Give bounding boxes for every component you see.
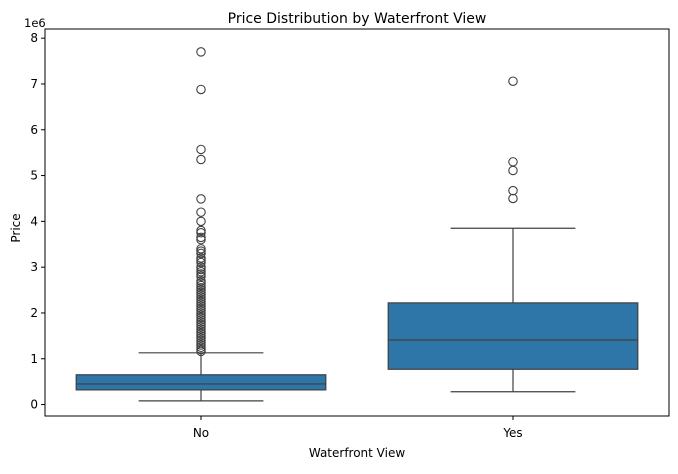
y-axis-label: Price — [9, 213, 23, 242]
outlier-point — [196, 271, 206, 282]
outlier-point — [196, 326, 206, 337]
outlier-point — [196, 278, 206, 288]
outlier-point — [196, 232, 206, 243]
outlier-point — [196, 276, 206, 286]
outlier-point — [196, 315, 206, 325]
y-tick-label: 1 — [30, 352, 38, 366]
x-tick-label: No — [193, 426, 209, 440]
outlier-point — [196, 228, 206, 238]
outlier-point — [196, 342, 206, 353]
plot-frame — [44, 28, 670, 417]
outlier-point — [196, 317, 206, 327]
outlier-point — [196, 299, 206, 309]
outlier-point — [196, 234, 206, 245]
outlier-point — [196, 308, 206, 318]
outlier-point — [508, 157, 518, 167]
outlier-point — [196, 264, 206, 275]
outlier-point — [196, 292, 206, 302]
y-tick-label: 6 — [30, 123, 38, 137]
outlier-point — [196, 266, 206, 277]
outlier-point — [196, 287, 206, 298]
outlier-point — [196, 301, 206, 311]
outlier-point — [196, 207, 206, 217]
outlier-point — [196, 312, 206, 323]
outlier-point — [196, 194, 206, 204]
y-tick-label: 7 — [30, 77, 38, 91]
outlier-point — [196, 305, 206, 316]
outlier-point — [196, 335, 206, 346]
outlier-point — [196, 280, 206, 291]
outlier-point — [196, 255, 206, 266]
outlier-point — [196, 248, 206, 259]
outlier-point — [196, 333, 206, 343]
box-group-no — [75, 47, 327, 402]
outlier-point — [196, 257, 206, 268]
outlier-point — [196, 328, 206, 339]
outlier-point — [196, 319, 206, 330]
outlier-point — [196, 346, 206, 357]
y-tick-label: 0 — [30, 398, 38, 412]
outlier-point — [196, 331, 206, 341]
outlier-point — [508, 185, 518, 196]
chart-title: Price Distribution by Waterfront View — [228, 11, 487, 27]
y-tick-label: 8 — [30, 31, 38, 45]
outlier-point — [196, 216, 206, 227]
outlier-point — [196, 269, 206, 279]
outlier-point — [196, 47, 206, 57]
outlier-point — [196, 321, 206, 332]
iqr-box — [387, 302, 639, 370]
x-tick-label: Yes — [502, 426, 522, 440]
outlier-point — [196, 303, 206, 314]
y-tick-label: 3 — [30, 260, 38, 274]
outlier-point — [508, 76, 518, 86]
outlier-point — [508, 193, 518, 204]
outlier-point — [196, 246, 206, 256]
outlier-point — [196, 253, 206, 263]
y-tick-label: 5 — [30, 169, 38, 183]
outlier-point — [196, 285, 206, 295]
outlier-point — [196, 283, 206, 293]
outlier-point — [196, 84, 206, 95]
y-scale-label: 1e6 — [24, 16, 46, 30]
outlier-point — [196, 296, 206, 307]
iqr-box — [75, 374, 327, 391]
outlier-point — [196, 244, 206, 254]
outlier-point — [196, 144, 206, 155]
y-tick-label: 2 — [30, 306, 38, 320]
box-group-yes — [387, 76, 639, 393]
x-axis-label: Waterfront View — [309, 446, 405, 460]
outlier-point — [196, 324, 206, 334]
outlier-point — [196, 154, 206, 165]
outlier-point — [196, 340, 206, 350]
outlier-point — [196, 310, 206, 320]
outlier-point — [508, 165, 518, 176]
y-tick-label: 4 — [30, 214, 38, 228]
outlier-point — [196, 225, 206, 236]
outlier-point — [196, 289, 206, 300]
plot-area — [75, 47, 639, 402]
outlier-point — [196, 262, 206, 272]
outlier-point — [196, 294, 206, 304]
